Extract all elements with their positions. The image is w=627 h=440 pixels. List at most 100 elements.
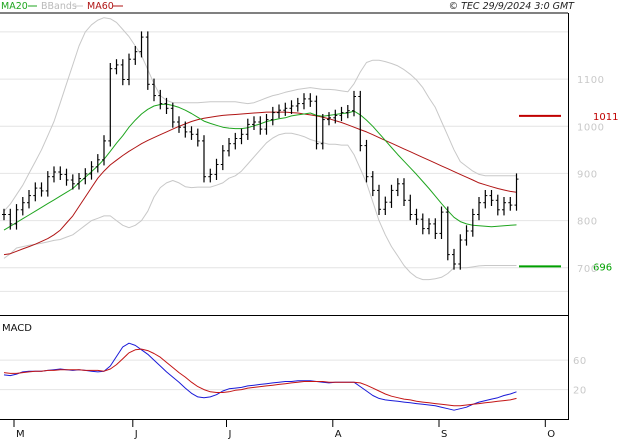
price-bar bbox=[183, 121, 188, 138]
price-bar bbox=[208, 168, 213, 183]
panel-frames bbox=[0, 12, 569, 420]
price-bar bbox=[420, 213, 425, 235]
month-label-1: J bbox=[134, 429, 138, 440]
price-bar bbox=[202, 135, 206, 183]
price-bar bbox=[289, 100, 294, 114]
macd-line bbox=[3, 342, 517, 411]
price-bar bbox=[120, 59, 125, 86]
price-bar bbox=[258, 116, 263, 135]
price-bar bbox=[364, 139, 369, 183]
price-bar bbox=[302, 93, 306, 110]
legend-ma20-label: MA20 bbox=[1, 1, 28, 12]
ma60-layer bbox=[3, 111, 517, 256]
price-bar bbox=[58, 166, 63, 180]
macd-tick-label-20: 20 bbox=[573, 386, 587, 397]
price-bar bbox=[83, 168, 88, 185]
month-label-0: M bbox=[16, 429, 25, 440]
legend-bbands-label: BBands bbox=[41, 1, 77, 12]
price-bar bbox=[227, 138, 231, 157]
price-bar bbox=[39, 182, 44, 197]
price-bar bbox=[270, 106, 275, 126]
price-bar bbox=[452, 248, 456, 270]
price-bar bbox=[502, 197, 506, 216]
price-bar bbox=[52, 166, 56, 183]
month-label-3: A bbox=[335, 429, 342, 440]
level-marker-label-1011: 1011 bbox=[593, 112, 618, 123]
price-bar bbox=[445, 206, 450, 261]
price-bar bbox=[483, 190, 488, 209]
price-bar bbox=[195, 128, 200, 147]
price-bar bbox=[352, 90, 356, 117]
legend-ma60-label: MA60 bbox=[87, 1, 114, 12]
price-bar bbox=[133, 46, 138, 65]
price-bar bbox=[177, 116, 181, 133]
price-bar bbox=[464, 225, 469, 246]
price-bar bbox=[252, 116, 256, 130]
price-bar bbox=[95, 154, 100, 173]
price-bar bbox=[477, 197, 481, 221]
price-bar bbox=[127, 53, 131, 86]
price-bar bbox=[170, 102, 175, 128]
price-bar bbox=[45, 171, 50, 197]
price-bar bbox=[14, 204, 19, 230]
price-bar bbox=[320, 114, 325, 150]
macd-axis-labels: 60 20 bbox=[573, 356, 587, 397]
price-bar bbox=[370, 171, 375, 197]
price-bar bbox=[427, 218, 431, 235]
price-bar bbox=[2, 208, 6, 221]
price-bar bbox=[152, 78, 156, 102]
price-bar bbox=[395, 178, 400, 197]
price-bar bbox=[414, 208, 419, 225]
price-bar bbox=[214, 158, 219, 180]
macd-lines bbox=[3, 342, 517, 411]
price-bar bbox=[27, 190, 31, 209]
price-axis-labels: 1100 1000 900 800 700 bbox=[577, 75, 604, 275]
price-bar bbox=[327, 112, 331, 126]
price-bar bbox=[339, 106, 344, 122]
price-bar bbox=[489, 190, 494, 206]
price-bar bbox=[114, 59, 119, 75]
price-bar bbox=[433, 218, 438, 239]
price-bar bbox=[70, 174, 75, 190]
legend: MA20 BBands MA60 bbox=[1, 1, 123, 12]
price-bar bbox=[389, 184, 394, 208]
price-bar bbox=[514, 173, 519, 211]
level-marker-label-696: 696 bbox=[593, 262, 612, 273]
price-bar bbox=[383, 196, 388, 215]
bbands-layer bbox=[3, 17, 517, 281]
price-bar bbox=[108, 63, 113, 147]
price-bar bbox=[283, 102, 288, 116]
price-tick-label-800: 800 bbox=[577, 217, 598, 228]
price-bar bbox=[408, 194, 413, 221]
price-bars bbox=[2, 31, 519, 270]
month-label-4: S bbox=[441, 429, 447, 440]
ma60-line bbox=[3, 111, 517, 256]
month-label-5: O bbox=[547, 429, 555, 440]
price-bar bbox=[20, 197, 25, 216]
price-bar bbox=[358, 90, 363, 152]
price-bar bbox=[233, 132, 238, 150]
price-bar bbox=[220, 145, 225, 171]
level-markers: 1011 696 bbox=[519, 112, 618, 273]
price-bar bbox=[333, 109, 338, 124]
price-bar bbox=[295, 97, 300, 112]
price-bar bbox=[145, 31, 150, 90]
price-bar bbox=[377, 184, 381, 215]
price-bar bbox=[139, 31, 144, 58]
macd-title: MACD bbox=[2, 323, 32, 334]
macd-grid bbox=[0, 359, 568, 391]
price-bar bbox=[308, 93, 313, 107]
price-tick-label-900: 900 bbox=[577, 169, 598, 180]
price-bar bbox=[8, 208, 13, 230]
price-tick-label-1100: 1100 bbox=[577, 75, 604, 86]
macd-signal-line bbox=[3, 348, 517, 407]
price-bar bbox=[164, 97, 169, 114]
price-bar bbox=[102, 135, 106, 166]
price-bar bbox=[264, 114, 269, 135]
price-bar bbox=[89, 161, 94, 180]
macd-tick-label-60: 60 bbox=[573, 356, 587, 367]
price-bar bbox=[495, 194, 500, 216]
month-label-2: J bbox=[228, 429, 232, 440]
